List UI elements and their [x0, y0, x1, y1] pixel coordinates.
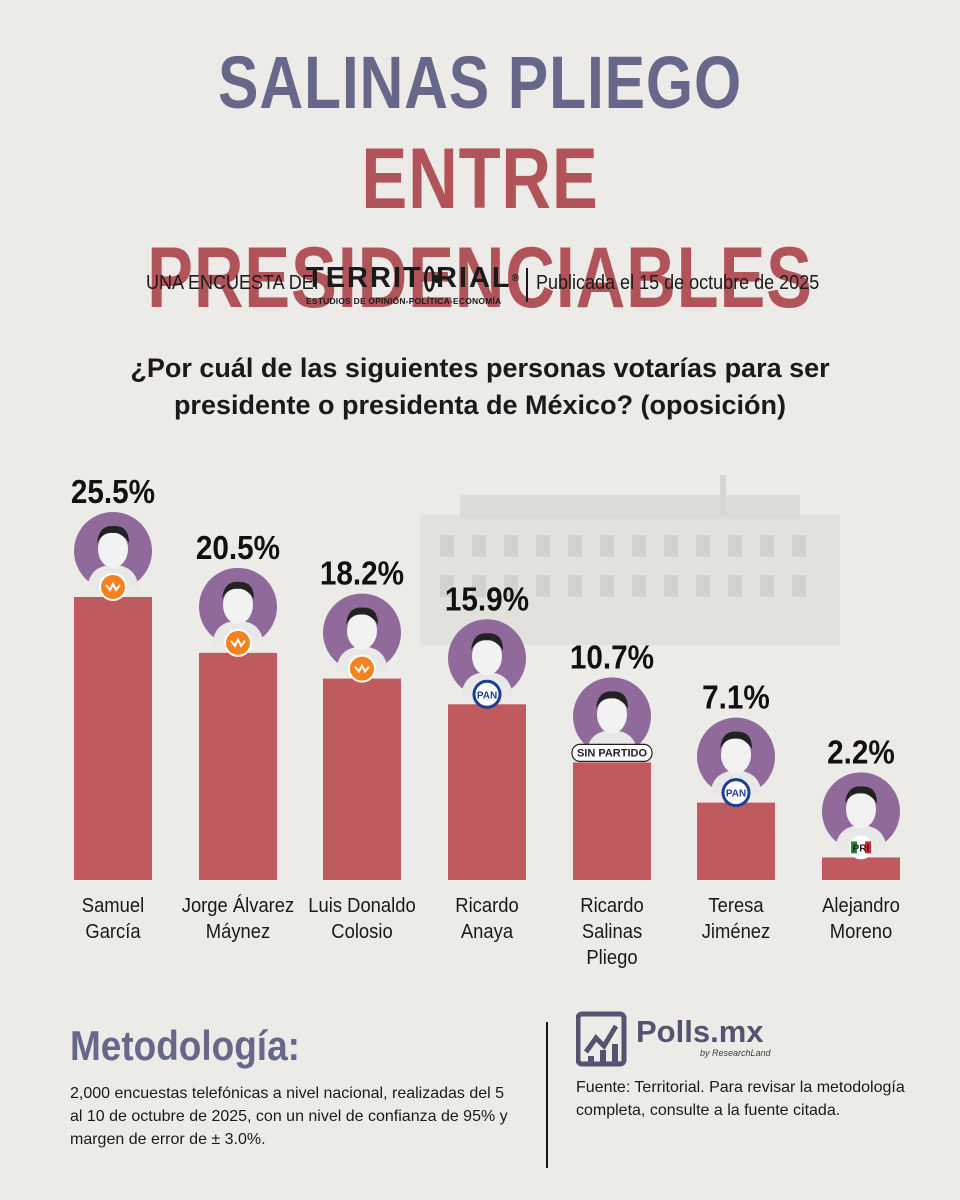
no-party-badge	[571, 743, 653, 763]
candidate-name-label: Teresa Jiménez	[676, 893, 796, 945]
publish-date: Publicada el 15 de octubre de 2025	[536, 272, 820, 294]
avatar-face	[98, 530, 128, 568]
polls-mx-brand: Polls.mx	[636, 1014, 764, 1049]
candidate-name-line: García	[85, 921, 141, 943]
avatar-face	[597, 695, 627, 734]
mc-party-badge-icon	[99, 573, 127, 601]
avatar-hair	[346, 607, 378, 625]
candidate-names: Samuel García Jorge Álvarez Máynez Luis Dona…	[0, 893, 960, 969]
methodology-text: 2,000 encuestas telefónicas a nivel naci…	[70, 1085, 508, 1148]
value-label: 10.7%	[570, 639, 654, 676]
candidate-name-label: Luis Donaldo Colosio	[302, 893, 422, 945]
candidate-name-line: Ricardo	[455, 895, 519, 917]
pan-party-badge-icon	[472, 679, 502, 709]
pan-badge-label: PAN	[477, 690, 497, 701]
byline: UNA ENCUESTA DE: TERRIT RIAL ® ESTUDIOS DE…	[0, 262, 960, 312]
value-label: 7.1%	[702, 679, 770, 716]
candidate-name-line: Jiménez	[701, 921, 771, 943]
avatar-hair	[222, 581, 254, 599]
candidate-name-line: Jorge Álvarez	[181, 895, 295, 917]
mc-party-badge-icon	[348, 654, 376, 683]
candidate-name-line: Anaya	[460, 921, 514, 943]
candidate-name-line: Colosio	[331, 921, 393, 943]
value-label: 20.5%	[196, 529, 280, 566]
bar	[199, 652, 277, 880]
bar	[323, 678, 401, 880]
value-label: 15.9%	[445, 581, 529, 618]
avatar-face	[721, 735, 751, 774]
pri-badge-label: PRI	[853, 843, 870, 854]
pollster-tagline: ESTUDIOS DE OPINIÓN-POLÍTICA-ECONOMÍA	[306, 296, 502, 306]
candidate-name-label: Jorge Álvarez Máynez	[178, 893, 298, 945]
byline-divider	[526, 268, 528, 302]
avatar-hair	[596, 691, 628, 709]
mc-party-badge-icon	[224, 628, 252, 657]
bar	[697, 802, 775, 880]
candidate-name-label: Samuel García	[53, 893, 173, 945]
survey-by-label: UNA ENCUESTA DE:	[146, 272, 319, 294]
pri-red-stripe	[865, 841, 871, 854]
title-line-2: ENTRE PRESIDENCIABLES	[147, 131, 813, 326]
mc-eagle-icon	[230, 637, 246, 648]
bar	[74, 597, 152, 880]
value-label: 18.2%	[320, 555, 404, 592]
polls-mx-logo-icon	[576, 1011, 627, 1067]
methodology-title: Metodología:	[70, 1022, 300, 1069]
avatar-face	[472, 637, 502, 676]
avatar-face	[347, 611, 377, 650]
candidate-name-line: Samuel	[81, 895, 145, 917]
pollster-name-part-2: RIAL	[435, 262, 512, 294]
bar	[448, 704, 526, 880]
pollster-name-part-1: TERRIT	[306, 262, 423, 294]
target-icon	[423, 265, 442, 292]
avatar-hair	[845, 786, 877, 804]
value-label: 2.2%	[827, 734, 895, 771]
candidate-name-label: Ricardo Anaya	[427, 893, 547, 945]
candidate-name-line: Pliego	[586, 947, 638, 969]
bar-chart: 25.5% 20.5% 18.2% PAN 15.9% SIN PARTIDO 10.7% P…	[71, 474, 900, 880]
bar	[573, 762, 651, 880]
bar	[822, 857, 900, 880]
candidate-name-line: Luis Donaldo	[308, 895, 416, 917]
candidate-name-label: Ricardo Salinas Pliego	[552, 893, 672, 971]
candidate-name-label: Alejandro Moreno	[801, 893, 921, 945]
value-label: 25.5%	[71, 474, 155, 511]
pri-green-stripe	[851, 841, 857, 854]
title-line-1: SALINAS PLIEGO	[218, 41, 742, 124]
registered-icon: ®	[511, 273, 521, 284]
pan-badge-label: PAN	[726, 789, 746, 800]
avatar-hair	[97, 525, 129, 543]
polls-mx-tagline: by ResearchLand	[700, 1048, 771, 1058]
candidate-name-line: Moreno	[829, 921, 893, 943]
pan-party-badge-icon	[721, 778, 751, 808]
footer-divider	[546, 1022, 548, 1168]
no-party-badge-label: SIN PARTIDO	[577, 747, 648, 759]
source-note: Fuente: Territorial. Para revisar la met…	[576, 1079, 905, 1119]
pollster-logo: TERRIT RIAL ® ESTUDIOS DE OPINIÓN-POLÍTICA…	[306, 262, 521, 306]
avatar-face	[846, 790, 876, 829]
candidate-name-line: Alejandro	[822, 895, 900, 917]
avatar-hair	[720, 731, 752, 749]
mc-eagle-icon	[105, 581, 121, 592]
candidate-name-line: Ricardo Salinas	[580, 895, 644, 943]
avatar-face	[223, 585, 253, 624]
survey-question: ¿Por cuál de las siguientes personas vot…	[130, 353, 830, 420]
mc-eagle-icon	[354, 663, 370, 674]
avatar-hair	[471, 633, 503, 651]
candidate-name-line: Teresa	[708, 895, 764, 917]
candidate-name-line: Máynez	[205, 921, 271, 943]
